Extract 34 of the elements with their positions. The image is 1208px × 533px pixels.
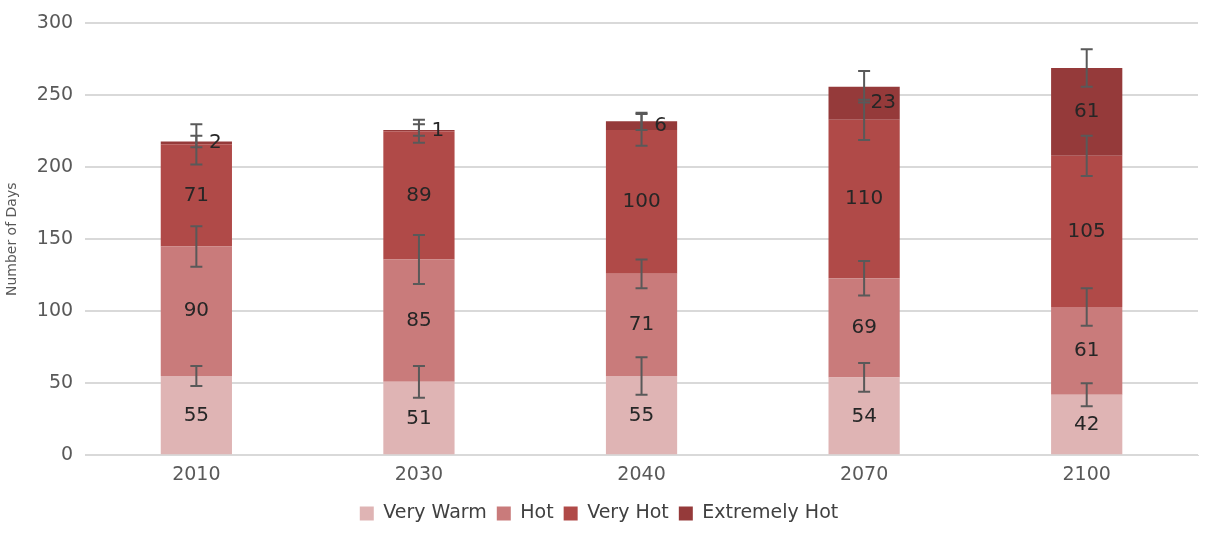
y-tick-label: 0 [60, 442, 74, 465]
data-label: 100 [622, 188, 661, 213]
data-label: 110 [845, 185, 884, 210]
data-label: 90 [183, 297, 210, 322]
y-tick-label: 250 [36, 82, 74, 105]
data-label: 69 [851, 314, 877, 339]
data-label: 85 [406, 306, 432, 331]
data-label: 89 [406, 181, 432, 206]
data-label: 71 [628, 311, 655, 336]
data-label: 55 [628, 401, 655, 426]
legend-label: Very Hot [587, 500, 669, 523]
data-label: 105 [1067, 217, 1106, 242]
x-tick-label: 2010 [172, 461, 221, 484]
legend-label: Hot [520, 500, 554, 523]
y-tick-label: 150 [36, 226, 74, 249]
legend-label: Very Warm [383, 500, 487, 523]
data-label: 54 [851, 402, 877, 427]
data-label: 71 [183, 181, 210, 206]
x-tick-label: 2030 [394, 461, 444, 484]
data-label: 51 [406, 404, 432, 429]
y-axis-title: Number of Days [3, 182, 20, 297]
legend-label: Extremely Hot [702, 500, 839, 523]
data-label: 61 [1073, 98, 1100, 123]
x-tick-label: 2100 [1062, 461, 1111, 484]
x-tick-label: 2040 [617, 461, 666, 484]
data-label: 61 [1073, 337, 1100, 362]
y-tick-label: 50 [48, 370, 74, 393]
data-label: 23 [870, 89, 896, 114]
y-tick-label: 200 [36, 154, 74, 177]
x-tick-label: 2070 [839, 461, 889, 484]
y-tick-label: 300 [36, 10, 74, 33]
data-label: 42 [1073, 411, 1100, 436]
data-label: 55 [183, 401, 210, 426]
y-tick-label: 100 [36, 298, 74, 321]
